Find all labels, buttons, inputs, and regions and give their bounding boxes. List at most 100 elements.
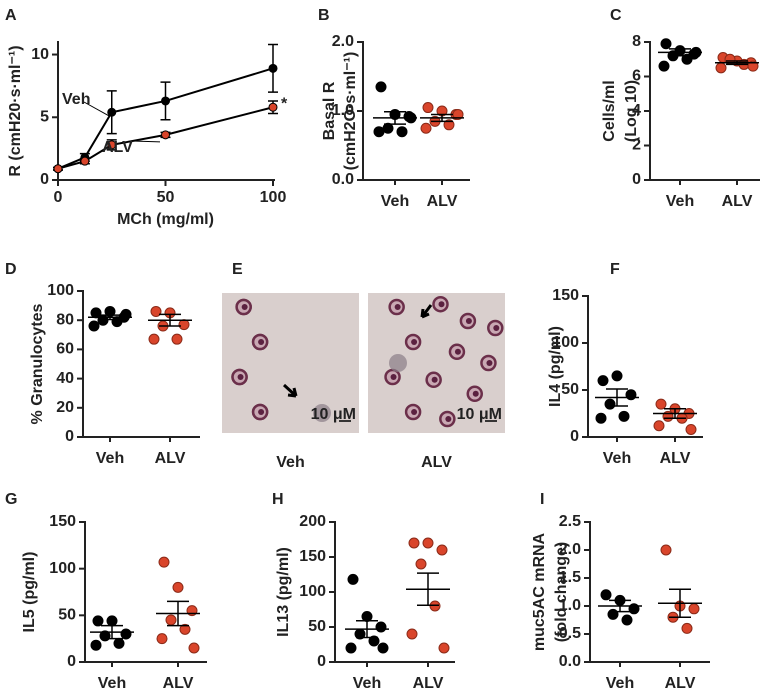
data-point — [406, 628, 418, 640]
data-point — [172, 581, 184, 593]
x-tick-label: ALV — [413, 675, 444, 692]
data-point — [156, 633, 168, 645]
data-point — [747, 60, 759, 72]
data-point — [107, 140, 117, 150]
y-axis-label: (cmH2O·s·ml⁻¹) — [342, 52, 359, 171]
panel-letter: D — [5, 261, 17, 278]
data-point — [178, 319, 190, 331]
y-tick-label: 2.0 — [559, 541, 581, 558]
sem-bar — [726, 60, 748, 66]
cell-nucleus — [237, 374, 244, 380]
x-tick-label: ALV — [665, 675, 696, 692]
sem-bar — [669, 588, 691, 618]
data-point — [621, 614, 633, 626]
series-label: ALV — [102, 139, 133, 156]
annotation: * — [281, 95, 288, 112]
y-tick-label: 0 — [67, 653, 76, 670]
y-tick-label: 0.0 — [332, 171, 354, 188]
x-tick-label: Veh — [96, 450, 124, 467]
sem-bar — [167, 600, 189, 627]
y-axis-label: (Log 10) — [623, 80, 640, 142]
y-tick-label: 0 — [40, 171, 49, 188]
cell-nucleus — [431, 376, 438, 383]
series-label: Veh — [62, 91, 90, 108]
data-point — [595, 412, 607, 424]
data-point — [415, 558, 427, 570]
sem-bar — [356, 619, 378, 639]
y-tick-label: 5 — [40, 108, 49, 125]
sem-bar — [609, 599, 631, 613]
y-tick-label: 2.5 — [559, 513, 581, 530]
data-point — [688, 603, 700, 615]
image-label: Veh — [276, 454, 304, 471]
data-point — [604, 398, 616, 410]
data-point — [600, 589, 612, 601]
sem-bar — [159, 313, 181, 327]
scale-bar-label: 10 μM — [311, 406, 356, 423]
debris — [313, 404, 331, 422]
y-axis-label: IL5 (pg/ml) — [21, 552, 38, 633]
sem-bar — [384, 110, 406, 125]
data-point — [681, 53, 693, 65]
arrow — [282, 383, 298, 398]
data-point — [268, 102, 278, 112]
panel-letter: I — [540, 491, 544, 508]
y-tick-label: 50 — [561, 381, 579, 398]
y-tick-label: 2 — [632, 137, 641, 154]
cell-nucleus — [472, 390, 479, 397]
data-point — [715, 62, 727, 74]
y-tick-label: 0 — [570, 428, 579, 445]
data-point — [80, 156, 90, 166]
y-tick-label: 150 — [299, 548, 326, 565]
data-point — [179, 623, 191, 635]
data-point — [368, 635, 380, 647]
y-tick-label: 1.0 — [332, 102, 354, 119]
x-tick-label: Veh — [353, 675, 381, 692]
data-point — [188, 642, 200, 654]
y-tick-label: 1.5 — [559, 569, 581, 586]
panel-letter: F — [610, 261, 620, 278]
data-point — [347, 573, 359, 585]
y-tick-label: 10 — [31, 46, 49, 63]
data-point — [443, 119, 455, 131]
pointer — [83, 101, 110, 117]
micrograph-image: 10 μM — [222, 293, 359, 433]
data-point — [158, 556, 170, 568]
data-point — [106, 615, 118, 627]
cell-nucleus — [486, 360, 493, 366]
data-point — [345, 642, 357, 654]
y-tick-label: 1.0 — [559, 597, 581, 614]
data-point — [150, 305, 162, 317]
y-tick-label: 50 — [308, 618, 326, 635]
y-tick-label: 80 — [56, 311, 74, 328]
data-point — [408, 537, 420, 549]
y-tick-label: 4 — [632, 102, 641, 119]
x-tick-label: ALV — [427, 193, 458, 210]
data-point — [268, 63, 278, 73]
data-point — [92, 615, 104, 627]
y-tick-label: 100 — [552, 334, 579, 351]
data-point — [597, 375, 609, 387]
x-axis-label: MCh (mg/ml) — [117, 211, 214, 228]
y-axis-label: IL13 (pg/ml) — [275, 547, 292, 637]
panel-letter: G — [5, 491, 17, 508]
y-axis-label: % Granulocytes — [29, 303, 46, 424]
y-tick-label: 0 — [65, 428, 74, 445]
arrow — [420, 304, 433, 319]
x-tick-label: 100 — [260, 189, 287, 206]
sem-bar — [664, 408, 686, 419]
panel-letter: A — [5, 7, 17, 24]
y-tick-label: 200 — [299, 513, 326, 530]
panel-letter: E — [232, 261, 243, 278]
y-tick-label: 20 — [56, 399, 74, 416]
data-point — [658, 60, 670, 72]
data-point — [88, 320, 100, 332]
data-point — [396, 126, 408, 138]
cell-nucleus — [394, 304, 401, 310]
y-axis-label: Basal R — [321, 81, 338, 140]
y-tick-label: 150 — [552, 287, 579, 304]
data-point — [436, 544, 448, 556]
y-axis-label: (fold change) — [553, 542, 570, 642]
data-point — [165, 614, 177, 626]
